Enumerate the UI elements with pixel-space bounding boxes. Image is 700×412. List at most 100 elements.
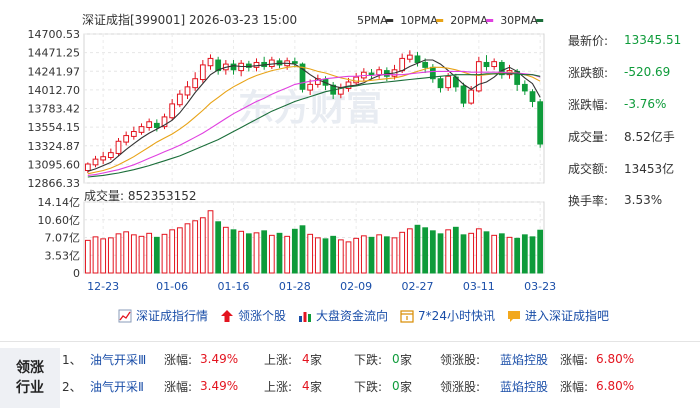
candle-body <box>107 152 114 159</box>
volume-bar <box>414 224 421 274</box>
candle-body <box>307 83 314 91</box>
volume-bar <box>353 237 360 274</box>
volume-bar <box>299 225 306 274</box>
date-tick-label: 02-27 <box>402 280 434 293</box>
volume-bar <box>437 233 444 274</box>
candle-body <box>399 57 406 72</box>
ma-legend-swatch <box>536 19 544 22</box>
volume-axis: 14.14亿 10.60亿 7.07亿 3.53亿 0 <box>38 196 81 280</box>
industry-name[interactable]: 油气开采Ⅲ <box>90 352 147 367</box>
candle-body <box>253 61 260 68</box>
volume-bar <box>230 229 237 274</box>
candle-body <box>483 61 490 68</box>
stat-label: 最新价: <box>568 33 609 48</box>
leader-stock[interactable]: 蓝焰控股 <box>500 379 549 394</box>
candle-body <box>92 158 99 166</box>
ma-legend: 5PMA 10PMA 20PMA 30PMA <box>357 14 544 27</box>
leader-label: 领涨股: <box>440 352 481 367</box>
stat-volume: 成交量: 8.52亿手 <box>568 124 698 148</box>
stat-change-amount: 涨跌额: -520.69 <box>568 60 698 84</box>
link-label: 进入深证成指吧 <box>524 309 609 323</box>
bar-chart-icon <box>299 311 312 322</box>
down-count: 0 <box>392 379 400 393</box>
ma-line <box>87 59 541 172</box>
board-title: 领涨 行业 <box>0 348 60 408</box>
candle-body <box>468 89 475 104</box>
candle-body <box>199 64 206 81</box>
ma-line <box>87 73 541 178</box>
stat-value: 13453亿 <box>624 161 675 176</box>
volume-bar <box>238 230 245 274</box>
volume-bar <box>383 236 390 274</box>
leader-change: 6.80% <box>596 379 635 393</box>
volume-bar <box>291 228 298 274</box>
link-index-quote[interactable]: 深证成指行情 <box>118 307 208 324</box>
volume-bar <box>130 234 137 274</box>
volume-bar <box>314 237 321 274</box>
candles <box>84 50 544 173</box>
ma-legend-swatch <box>386 19 394 22</box>
date-tick-label: 03-23 <box>524 280 556 293</box>
volume-bar <box>345 241 352 274</box>
industry-name[interactable]: 油气开采Ⅱ <box>90 379 144 394</box>
candle-body <box>406 54 413 60</box>
up-count: 4 <box>302 352 310 366</box>
volume-bar <box>399 231 406 274</box>
ma-line <box>87 65 541 175</box>
candle-body <box>437 78 444 89</box>
volume-bars <box>84 210 544 274</box>
candle-body <box>521 83 528 92</box>
link-news-flash[interactable]: 7*24小时快讯 <box>400 307 495 324</box>
volume-bar <box>261 230 268 274</box>
stat-label: 成交量: <box>568 129 609 144</box>
volume-bar <box>161 233 168 274</box>
volume-header: 成交量: 852353152 <box>84 188 197 203</box>
candle-body <box>529 91 536 102</box>
price-axis: 14700.53 14471.25 14241.97 14012.70 13783.42… <box>28 28 81 190</box>
ma-lines <box>87 59 541 178</box>
ma-legend-swatch <box>486 19 494 22</box>
volume-tick-label: 7.07亿 <box>45 232 81 245</box>
ma-line <box>87 70 541 176</box>
candle-body <box>491 61 498 68</box>
volume-bar <box>529 236 536 274</box>
volume-bar <box>460 234 467 274</box>
leader-stock[interactable]: 蓝焰控股 <box>500 352 549 367</box>
stat-value: 8.52亿手 <box>624 129 675 144</box>
date-tick-label: 02-09 <box>340 280 372 293</box>
candle-body <box>498 61 505 76</box>
candle-body <box>299 63 306 90</box>
quick-links: 深证成指行情 领涨个股 大盘资金流向 7*24小时快讯 进入深证成指吧 <box>118 307 621 324</box>
link-fund-flow[interactable]: 大盘资金流向 <box>298 307 388 324</box>
candle-body <box>422 61 429 68</box>
ma-legend-label: 5PMA <box>357 14 388 27</box>
stat-change-percent: 涨跌幅: -3.76% <box>568 92 698 116</box>
volume-bar <box>222 226 229 274</box>
candle-body <box>537 101 544 145</box>
candle-body <box>230 63 237 71</box>
volume-bar <box>307 233 314 274</box>
line-chart-icon <box>118 309 132 322</box>
link-leading-stocks[interactable]: 领涨个股 <box>220 307 286 324</box>
volume-bar <box>337 239 344 274</box>
date-tick-label: 03-11 <box>463 280 495 293</box>
stat-label: 涨跌额: <box>568 65 609 80</box>
candle-body <box>153 122 160 128</box>
volume-bar <box>184 223 191 274</box>
volume-bar <box>468 232 475 274</box>
down-label: 下跌: <box>354 352 383 367</box>
volume-bar <box>192 220 199 274</box>
candle-body <box>138 126 145 133</box>
candle-body <box>184 86 191 96</box>
price-tick-label: 12866.33 <box>28 177 81 190</box>
candle-body <box>445 75 452 89</box>
candle-body <box>314 78 321 85</box>
link-forum[interactable]: 进入深证成指吧 <box>507 307 609 324</box>
leader-label: 领涨股: <box>440 379 481 394</box>
leader-change-label: 涨幅: <box>560 379 589 394</box>
up-label: 上涨: <box>264 352 293 367</box>
candle-body <box>414 55 421 63</box>
stat-label: 换手率: <box>568 193 609 208</box>
volume-bar <box>537 229 544 274</box>
volume-bar <box>253 232 260 274</box>
